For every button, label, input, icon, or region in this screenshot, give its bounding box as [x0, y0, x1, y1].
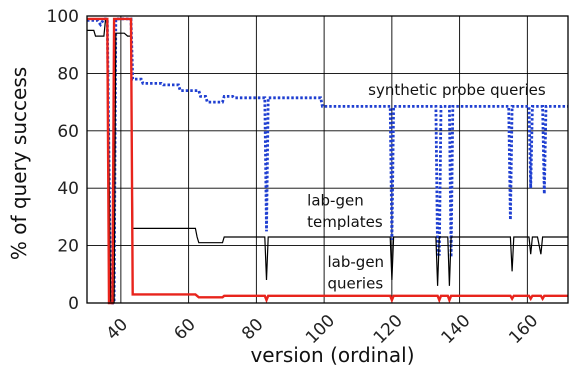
annotation-label: queries — [328, 275, 384, 293]
y-tick-labels: 0 20 40 60 80 100 — [47, 7, 79, 314]
y-tick-label: 60 — [57, 122, 79, 142]
y-tick-label: 80 — [57, 64, 79, 84]
annotation-label: lab-gen — [307, 191, 364, 209]
annotation-label: lab-gen — [328, 253, 385, 271]
x-tick-label: 60 — [170, 315, 199, 344]
y-axis-label: % of query success — [7, 67, 31, 260]
x-tick-label: 40 — [103, 315, 132, 344]
x-axis-label: version (ordinal) — [250, 343, 414, 367]
y-tick-label: 20 — [57, 237, 79, 257]
x-tick-label: 160 — [505, 311, 542, 348]
annotation-label: synthetic probe queries — [368, 81, 546, 99]
x-tick-label: 80 — [238, 315, 267, 344]
x-tick-label: 140 — [438, 311, 475, 348]
y-tick-label: 100 — [47, 7, 79, 27]
series-line-queries — [87, 17, 568, 305]
plot-frame — [86, 15, 569, 304]
annotation-label: templates — [307, 213, 383, 231]
annotations: synthetic probe queries lab-gen templates l… — [307, 81, 546, 293]
y-tick-label: 40 — [57, 179, 79, 199]
y-tick-label: 0 — [68, 294, 79, 314]
